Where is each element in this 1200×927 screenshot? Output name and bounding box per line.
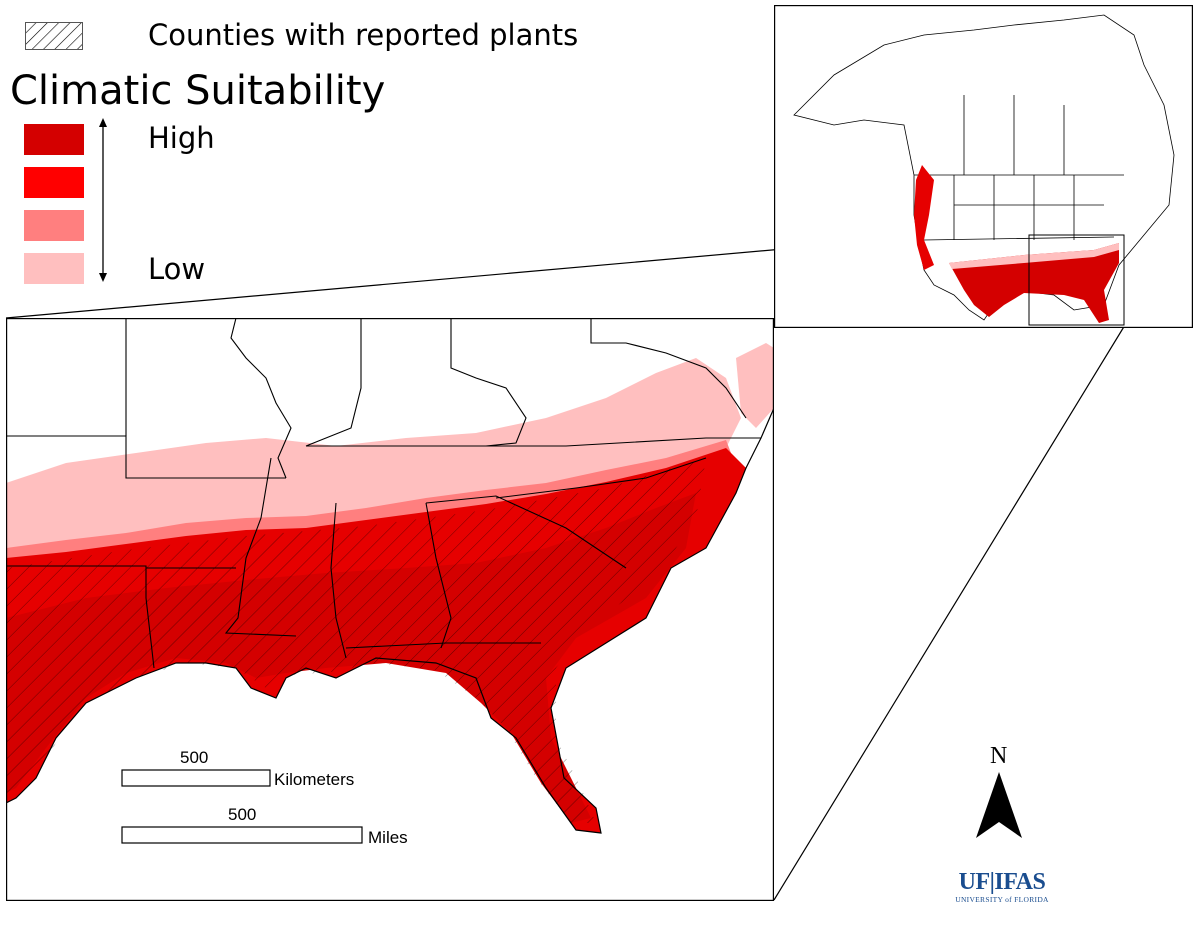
reported-counties-hatch [6, 458, 706, 823]
swatch-highest [24, 124, 84, 155]
swatch-medium [24, 210, 84, 241]
scale-bar-kilometers [121, 769, 271, 787]
inset-suitability-west [914, 165, 934, 270]
hatch-legend-label: Counties with reported plants [148, 18, 579, 52]
hatch-legend-icon [25, 22, 83, 50]
double-arrow-icon [99, 118, 107, 282]
scale-mi-value: 500 [228, 805, 257, 824]
legend-title: Climatic Suitability [10, 68, 386, 114]
logo-sub-text: UNIVERSITY of FLORIDA [955, 895, 1049, 904]
suitability-low-zone [6, 358, 741, 548]
north-label: N [990, 743, 1008, 769]
scale-mi-unit: Miles [368, 828, 408, 847]
logo-main-text: UF|IFAS [958, 869, 1046, 895]
main-map[interactable] [6, 318, 774, 901]
scale-km-unit: Kilometers [274, 770, 355, 789]
legend-high-label: High [148, 121, 215, 155]
ufifas-logo: UF|IFAS UNIVERSITY of FLORIDA [954, 870, 1050, 904]
inset-map[interactable] [774, 5, 1193, 328]
suitability-medium-zone [6, 440, 731, 560]
swatch-high [24, 167, 84, 198]
inset-extent-box [1028, 234, 1125, 326]
north-arrow-icon [976, 772, 1022, 838]
scale-km-value: 500 [180, 748, 209, 767]
legend-low-label: Low [148, 252, 206, 286]
coastline [6, 407, 774, 834]
scale-bar-miles [121, 826, 363, 844]
swatch-low [24, 253, 84, 284]
